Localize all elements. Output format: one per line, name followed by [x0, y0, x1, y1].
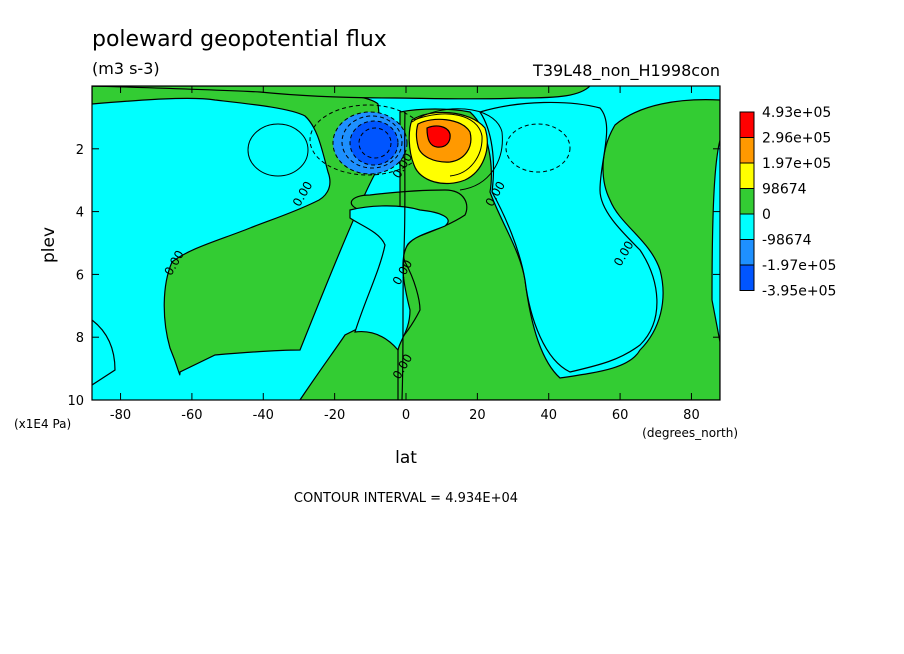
contour-pos-2: [413, 113, 483, 177]
contour-right-weak: [505, 123, 571, 173]
field-cyan-center: [349, 205, 449, 352]
field-red: [426, 125, 451, 148]
x-axis-unit: (degrees_north): [642, 426, 738, 440]
legend-level-label: 0: [762, 207, 771, 223]
legend-swatch: [739, 188, 755, 215]
y-tick-label: 10: [67, 394, 84, 409]
legend-level-label: 2.96e+05: [762, 131, 831, 147]
x-tick-label: -40: [253, 408, 274, 423]
contour-interval: CONTOUR INTERVAL = 4.934E+04: [294, 491, 518, 506]
legend-level-label: -3.95e+05: [762, 284, 836, 300]
legend-level-label: -98674: [762, 233, 812, 249]
legend-swatch: [739, 162, 755, 189]
x-tick-label: -60: [181, 408, 202, 423]
x-tick-label: 20: [469, 408, 486, 423]
y-tick-label: 2: [76, 143, 84, 158]
legend-level-label: 4.93e+05: [762, 105, 831, 121]
contour-left-weak: [247, 123, 309, 177]
x-tick-label: -20: [324, 408, 345, 423]
legend-level-label: -1.97e+05: [762, 258, 836, 274]
legend-level-label: 98674: [762, 182, 807, 198]
x-tick-label: -80: [110, 408, 131, 423]
contour-neg-2: [341, 115, 403, 169]
y-axis-unit: (x1E4 Pa): [14, 417, 71, 431]
y-tick-label: 6: [76, 268, 84, 283]
chart-units: (m3 s-3): [92, 59, 160, 78]
legend-swatch: [739, 137, 755, 164]
field-green-top: [92, 86, 591, 100]
x-tick-label: 60: [612, 408, 629, 423]
x-tick-label: 0: [402, 408, 410, 423]
y-tick-label: 8: [76, 331, 84, 346]
x-tick-label: 80: [683, 408, 700, 423]
field-cyan-left-bottom: [92, 319, 116, 386]
y-tick-label: 4: [76, 206, 84, 221]
legend-swatch: [739, 239, 755, 266]
x-axis-label: lat: [395, 448, 417, 468]
chart-title: poleward geopotential flux: [92, 27, 387, 52]
axis-ticks: -80 -60 -40 -20 0 20 40 60 80 2 4 6 8 10: [67, 86, 720, 423]
contour-neg-3: [358, 127, 392, 159]
color-legend: 4.93e+05 2.96e+05 1.97e+05 98674 0 -98674 -1.9…: [739, 105, 836, 300]
y-axis-label: plev: [39, 227, 59, 263]
x-tick-label: 40: [540, 408, 557, 423]
contour-pos-1: [411, 108, 503, 191]
legend-swatch: [739, 213, 755, 240]
legend-swatch: [739, 111, 755, 138]
legend-swatch: [739, 264, 755, 291]
run-label: T39L48_non_H1998con: [532, 61, 720, 81]
legend-level-label: 1.97e+05: [762, 156, 831, 172]
contour-zero-equator: [401, 111, 406, 400]
